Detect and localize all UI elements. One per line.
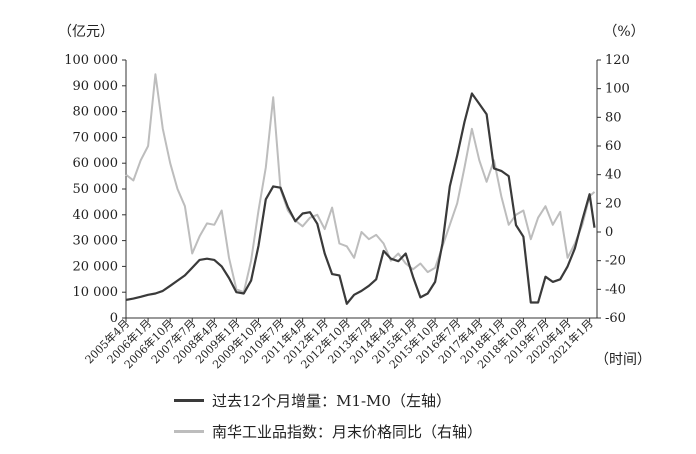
legend-label-nanhua: 南华工业品指数：月末价格同比（右轴） — [212, 423, 483, 441]
left-tick-label: 0 — [110, 311, 118, 326]
left-tick-label: 50 000 — [73, 182, 119, 197]
series-line-nanhua — [125, 73, 596, 294]
right-tick-label: 120 — [605, 53, 630, 68]
left-tick-label: 40 000 — [73, 208, 119, 223]
right-tick-label: -60 — [605, 311, 626, 326]
left-tick-label: 60 000 — [73, 156, 119, 171]
left-tick-label: 20 000 — [73, 259, 119, 274]
left-tick-label: 30 000 — [73, 234, 119, 249]
x-axis-unit: （时间） — [595, 352, 651, 368]
series-line-m1-m0 — [125, 92, 596, 305]
left-tick-label: 100 000 — [64, 53, 118, 68]
left-tick-label: 80 000 — [73, 105, 119, 120]
tick-labels: 0 10 000 20 000 30 000 40 000 50 000 60 000 70 … — [64, 53, 630, 371]
left-tick-label: 70 000 — [73, 130, 119, 145]
legend-swatch-m1-m0 — [174, 399, 204, 402]
right-tick-label: 40 — [605, 168, 622, 183]
right-tick-label: -20 — [605, 254, 626, 269]
axes — [122, 59, 601, 322]
legend-swatch-nanhua — [174, 430, 204, 433]
right-tick-label: 60 — [605, 139, 622, 154]
left-tick-label: 90 000 — [73, 79, 119, 94]
legend-item-nanhua: 南华工业品指数：月末价格同比（右轴） — [174, 421, 482, 442]
right-tick-label: -40 — [605, 282, 626, 297]
legend-label-m1-m0: 过去12个月增量：M1-M0（左轴） — [212, 392, 451, 410]
right-axis-unit: （%） — [603, 24, 644, 40]
right-tick-label: 100 — [605, 82, 630, 97]
right-tick-label: 0 — [605, 225, 613, 240]
right-tick-label: 20 — [605, 196, 622, 211]
legend-item-m1-m0: 过去12个月增量：M1-M0（左轴） — [174, 390, 451, 411]
right-tick-label: 80 — [605, 110, 622, 125]
series-layer — [125, 73, 596, 305]
left-tick-label: 10 000 — [73, 285, 119, 300]
left-axis-unit: （亿元） — [58, 24, 114, 40]
